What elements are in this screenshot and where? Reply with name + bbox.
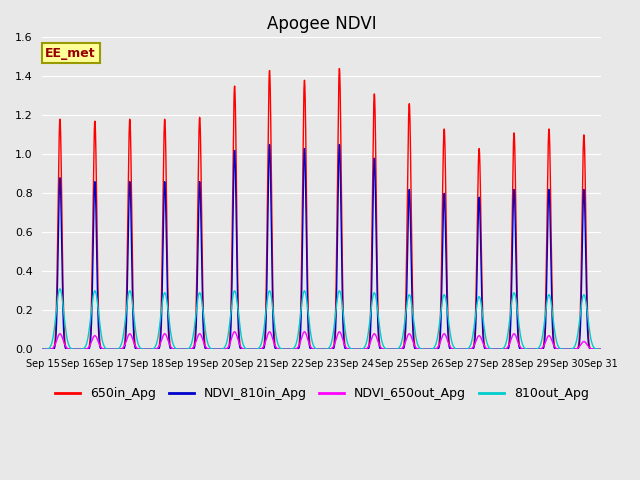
NDVI_650out_Apg — [394, 347, 401, 352]
NDVI_650out_Apg — [369, 332, 377, 337]
NDVI_810in_Apg — [67, 347, 74, 352]
650in_Apg — [483, 347, 490, 352]
810out_Apg — [453, 346, 461, 352]
NDVI_810in_Apg — [598, 347, 605, 352]
650in_Apg — [241, 347, 249, 352]
Line: NDVI_810in_Apg: NDVI_810in_Apg — [42, 144, 602, 349]
Text: EE_met: EE_met — [45, 47, 96, 60]
Line: NDVI_650out_Apg: NDVI_650out_Apg — [42, 332, 602, 349]
Title: Apogee NDVI: Apogee NDVI — [267, 15, 377, 33]
810out_Apg — [38, 347, 46, 352]
650in_Apg — [394, 347, 401, 352]
810out_Apg — [241, 345, 249, 350]
Line: 810out_Apg: 810out_Apg — [42, 289, 602, 349]
NDVI_650out_Apg — [453, 347, 461, 352]
NDVI_650out_Apg — [598, 347, 605, 352]
810out_Apg — [483, 339, 490, 345]
NDVI_810in_Apg — [266, 142, 273, 147]
NDVI_810in_Apg — [241, 347, 249, 352]
810out_Apg — [394, 346, 401, 352]
650in_Apg — [67, 347, 74, 352]
NDVI_810in_Apg — [453, 347, 461, 352]
650in_Apg — [598, 347, 605, 352]
NDVI_650out_Apg — [231, 329, 239, 335]
Legend: 650in_Apg, NDVI_810in_Apg, NDVI_650out_Apg, 810out_Apg: 650in_Apg, NDVI_810in_Apg, NDVI_650out_A… — [51, 383, 593, 406]
810out_Apg — [56, 286, 64, 292]
NDVI_650out_Apg — [483, 346, 490, 351]
650in_Apg — [335, 66, 343, 72]
650in_Apg — [453, 347, 461, 352]
NDVI_810in_Apg — [38, 347, 46, 352]
NDVI_810in_Apg — [394, 347, 401, 352]
NDVI_650out_Apg — [67, 347, 74, 352]
NDVI_650out_Apg — [38, 347, 46, 352]
650in_Apg — [369, 128, 377, 134]
810out_Apg — [598, 347, 605, 352]
NDVI_810in_Apg — [483, 347, 490, 352]
NDVI_650out_Apg — [241, 347, 249, 352]
Line: 650in_Apg: 650in_Apg — [42, 69, 602, 349]
810out_Apg — [67, 345, 74, 351]
NDVI_810in_Apg — [369, 189, 377, 194]
810out_Apg — [369, 292, 377, 298]
650in_Apg — [38, 347, 46, 352]
